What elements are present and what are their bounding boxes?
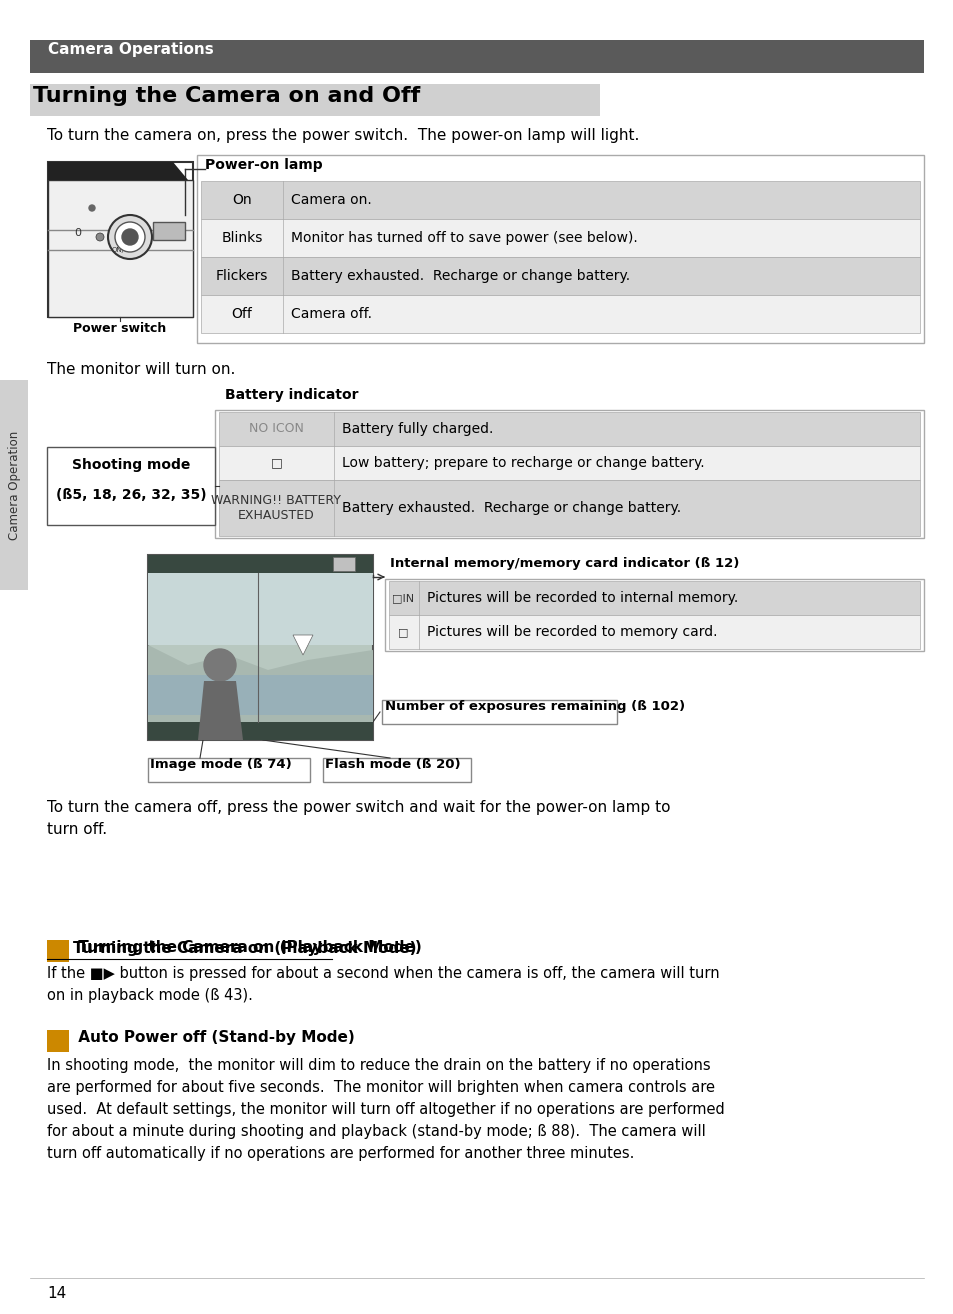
Bar xyxy=(47,447,214,526)
Bar xyxy=(201,219,919,258)
Text: Blinks: Blinks xyxy=(221,231,262,244)
Text: are performed for about five seconds.  The monitor will brighten when camera con: are performed for about five seconds. Th… xyxy=(47,1080,714,1095)
Text: Power-on lamp: Power-on lamp xyxy=(205,158,322,172)
Text: turn off automatically if no operations are performed for another three minutes.: turn off automatically if no operations … xyxy=(47,1146,634,1162)
Text: 14: 14 xyxy=(47,1286,66,1301)
Text: Off: Off xyxy=(232,307,253,321)
Text: Battery fully charged.: Battery fully charged. xyxy=(341,422,493,436)
Text: Pictures will be recorded to internal memory.: Pictures will be recorded to internal me… xyxy=(427,591,738,604)
Text: Monitor has turned off to save power (see below).: Monitor has turned off to save power (se… xyxy=(291,231,638,244)
Bar xyxy=(381,700,617,724)
Circle shape xyxy=(96,233,104,240)
Bar xyxy=(148,675,373,715)
Text: ■: ■ xyxy=(152,557,161,568)
Bar xyxy=(385,579,923,650)
Polygon shape xyxy=(148,645,373,740)
Bar xyxy=(47,940,69,962)
Text: Low battery; prepare to recharge or change battery.: Low battery; prepare to recharge or chan… xyxy=(341,456,704,470)
Circle shape xyxy=(89,205,95,212)
Bar xyxy=(201,181,919,219)
Bar xyxy=(196,155,923,343)
Bar xyxy=(201,296,919,332)
Text: Shooting mode: Shooting mode xyxy=(71,459,190,472)
Text: Image mode (ß 74): Image mode (ß 74) xyxy=(150,758,292,771)
Circle shape xyxy=(115,222,145,252)
Bar xyxy=(48,180,193,317)
Text: 6M: 6M xyxy=(152,724,165,733)
Circle shape xyxy=(204,649,235,681)
Polygon shape xyxy=(198,681,243,740)
Text: If the ■▶ button is pressed for about a second when the camera is off, the camer: If the ■▶ button is pressed for about a … xyxy=(47,966,719,982)
Text: Camera off.: Camera off. xyxy=(291,307,372,321)
Text: The monitor will turn on.: The monitor will turn on. xyxy=(47,361,235,377)
Text: Turning the Camera on (Playback Mode): Turning the Camera on (Playback Mode) xyxy=(73,940,421,955)
Bar xyxy=(47,1030,69,1053)
Bar xyxy=(0,380,28,590)
Text: Power switch: Power switch xyxy=(73,322,167,335)
Bar xyxy=(30,84,599,116)
Bar xyxy=(219,480,919,536)
Text: Flickers: Flickers xyxy=(215,269,268,283)
Text: □: □ xyxy=(271,456,282,469)
Bar xyxy=(148,555,373,740)
Bar xyxy=(148,721,373,740)
Text: C  193: C 193 xyxy=(288,724,314,733)
Text: 4096K: 4096K xyxy=(236,561,259,568)
Text: 0: 0 xyxy=(74,229,81,238)
Text: Camera Operation: Camera Operation xyxy=(8,431,20,540)
Text: Auto Power off (Stand-by Mode): Auto Power off (Stand-by Mode) xyxy=(73,1030,355,1045)
Polygon shape xyxy=(48,162,188,180)
Text: Battery indicator: Battery indicator xyxy=(225,388,358,402)
Text: □IN: □IN xyxy=(392,593,414,603)
Circle shape xyxy=(108,215,152,259)
Text: □: □ xyxy=(335,558,343,568)
Bar xyxy=(219,413,919,445)
Text: used.  At default settings, the monitor will turn off altogether if no operation: used. At default settings, the monitor w… xyxy=(47,1102,724,1117)
Text: Internal memory/memory card indicator (ß 12): Internal memory/memory card indicator (ß… xyxy=(390,557,739,570)
Text: Turning the Camera on and Off: Turning the Camera on and Off xyxy=(33,85,420,106)
Text: Number of exposures remaining (ß 102): Number of exposures remaining (ß 102) xyxy=(385,700,684,714)
Text: (ß5, 18, 26, 32, 35): (ß5, 18, 26, 32, 35) xyxy=(55,487,206,502)
Text: Camera on.: Camera on. xyxy=(291,193,372,208)
Text: Flash mode (ß 20): Flash mode (ß 20) xyxy=(325,758,460,771)
Text: To turn the camera off, press the power switch and wait for the power-on lamp to: To turn the camera off, press the power … xyxy=(47,800,670,815)
Bar xyxy=(389,615,919,649)
Text: Battery exhausted.  Recharge or change battery.: Battery exhausted. Recharge or change ba… xyxy=(341,501,680,515)
Bar xyxy=(148,555,373,645)
Bar xyxy=(30,39,923,74)
Bar xyxy=(219,445,919,480)
Bar xyxy=(201,258,919,296)
Text: Pictures will be recorded to memory card.: Pictures will be recorded to memory card… xyxy=(427,625,717,639)
Text: on in playback mode (ß 43).: on in playback mode (ß 43). xyxy=(47,988,253,1003)
Text: turn off.: turn off. xyxy=(47,823,107,837)
Bar xyxy=(48,162,193,317)
Bar xyxy=(148,555,373,573)
Bar xyxy=(323,758,471,782)
Bar xyxy=(389,581,919,615)
Text: Turning the Camera on (Playback Mode): Turning the Camera on (Playback Mode) xyxy=(73,941,416,957)
Text: To turn the camera on, press the power switch.  The power-on lamp will light.: To turn the camera on, press the power s… xyxy=(47,127,639,143)
Bar xyxy=(214,410,923,537)
Text: Camera Operations: Camera Operations xyxy=(48,42,213,57)
Text: On: On xyxy=(232,193,252,208)
Circle shape xyxy=(122,229,138,244)
Polygon shape xyxy=(293,635,313,654)
Text: NO ICON: NO ICON xyxy=(249,423,304,435)
Text: WARNING!! BATTERY
EXHAUSTED: WARNING!! BATTERY EXHAUSTED xyxy=(212,494,341,522)
Bar xyxy=(333,557,355,572)
Text: □: □ xyxy=(397,627,408,637)
Text: Battery exhausted.  Recharge or change battery.: Battery exhausted. Recharge or change ba… xyxy=(291,269,630,283)
Bar xyxy=(148,758,310,782)
Text: In shooting mode,  the monitor will dim to reduce the drain on the battery if no: In shooting mode, the monitor will dim t… xyxy=(47,1058,710,1074)
Bar xyxy=(152,222,185,240)
Text: for about a minute during shooting and playback (stand-by mode; ß 88).  The came: for about a minute during shooting and p… xyxy=(47,1123,705,1139)
Text: ON/OFF: ON/OFF xyxy=(112,247,138,254)
